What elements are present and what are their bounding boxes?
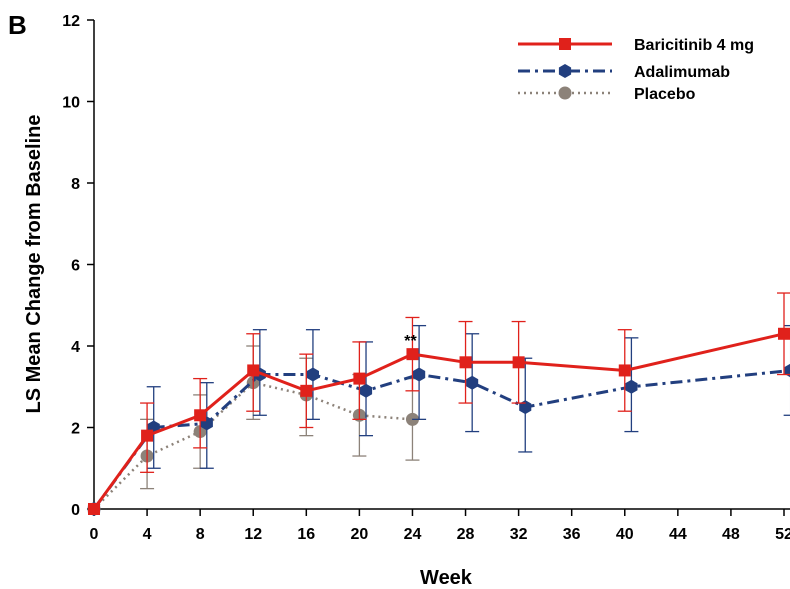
- x-tick-label: 16: [297, 526, 315, 543]
- x-tick-label: 20: [350, 526, 368, 543]
- legend-marker: [558, 64, 572, 78]
- data-point: [360, 383, 373, 398]
- data-point: [512, 356, 525, 369]
- x-tick-label: 24: [404, 526, 422, 543]
- legend-label: Adalimumab: [634, 64, 730, 81]
- x-axis-title: Week: [420, 567, 473, 589]
- legend-item: Adalimumab: [518, 64, 730, 81]
- data-point: [466, 375, 479, 390]
- y-tick-label: 0: [71, 502, 80, 519]
- x-tick-label: 8: [196, 526, 205, 543]
- y-axis-title: LS Mean Change from Baseline: [23, 115, 45, 414]
- series-line: [92, 369, 790, 510]
- data-point: [353, 372, 366, 385]
- data-point: [194, 409, 207, 422]
- legend-marker: [559, 38, 571, 50]
- x-tick-label: 44: [669, 526, 687, 543]
- data-point: [459, 356, 472, 369]
- y-tick-label: 2: [71, 421, 80, 438]
- legend: Baricitinib 4 mg Adalimumab Placebo: [518, 37, 754, 103]
- x-tick-label: 48: [722, 526, 740, 543]
- legend-marker: [558, 86, 572, 100]
- x-tick-label: 40: [616, 526, 634, 543]
- y-tick-label: 6: [71, 258, 80, 275]
- data-point: [247, 364, 260, 377]
- data-point: [625, 379, 638, 394]
- legend-label: Baricitinib 4 mg: [634, 37, 754, 54]
- panel-label: B: [8, 10, 27, 40]
- series-layer: **: [87, 292, 790, 516]
- data-point: [141, 429, 154, 442]
- data-point: [784, 363, 790, 378]
- y-tick-label: 4: [71, 339, 80, 356]
- significance-annotation: **: [404, 333, 417, 350]
- data-point: [88, 503, 100, 515]
- x-tick-label: 28: [457, 526, 475, 543]
- series-baricitinib-4-mg: [88, 292, 790, 515]
- legend-item: Placebo: [518, 86, 696, 103]
- legend-label: Placebo: [634, 86, 696, 103]
- data-point: [618, 364, 631, 377]
- x-tick-label: 0: [90, 526, 99, 543]
- data-point: [519, 400, 532, 415]
- data-point: [778, 327, 790, 340]
- data-point: [300, 384, 313, 397]
- x-tick-label: 32: [510, 526, 528, 543]
- x-tick-label: 36: [563, 526, 581, 543]
- series-adalimumab: [87, 324, 790, 516]
- data-point: [306, 367, 319, 382]
- data-point: [413, 367, 426, 382]
- y-tick-label: 8: [71, 176, 80, 193]
- legend-item: Baricitinib 4 mg: [518, 37, 754, 54]
- series-line: [92, 332, 785, 510]
- y-tick-label: 10: [62, 95, 80, 112]
- x-tick-label: 52: [775, 526, 790, 543]
- data-point: [406, 348, 419, 361]
- x-tick-label: 4: [143, 526, 152, 543]
- x-tick-label: 12: [244, 526, 262, 543]
- y-tick-label: 12: [62, 13, 80, 30]
- error-bar: [783, 324, 790, 416]
